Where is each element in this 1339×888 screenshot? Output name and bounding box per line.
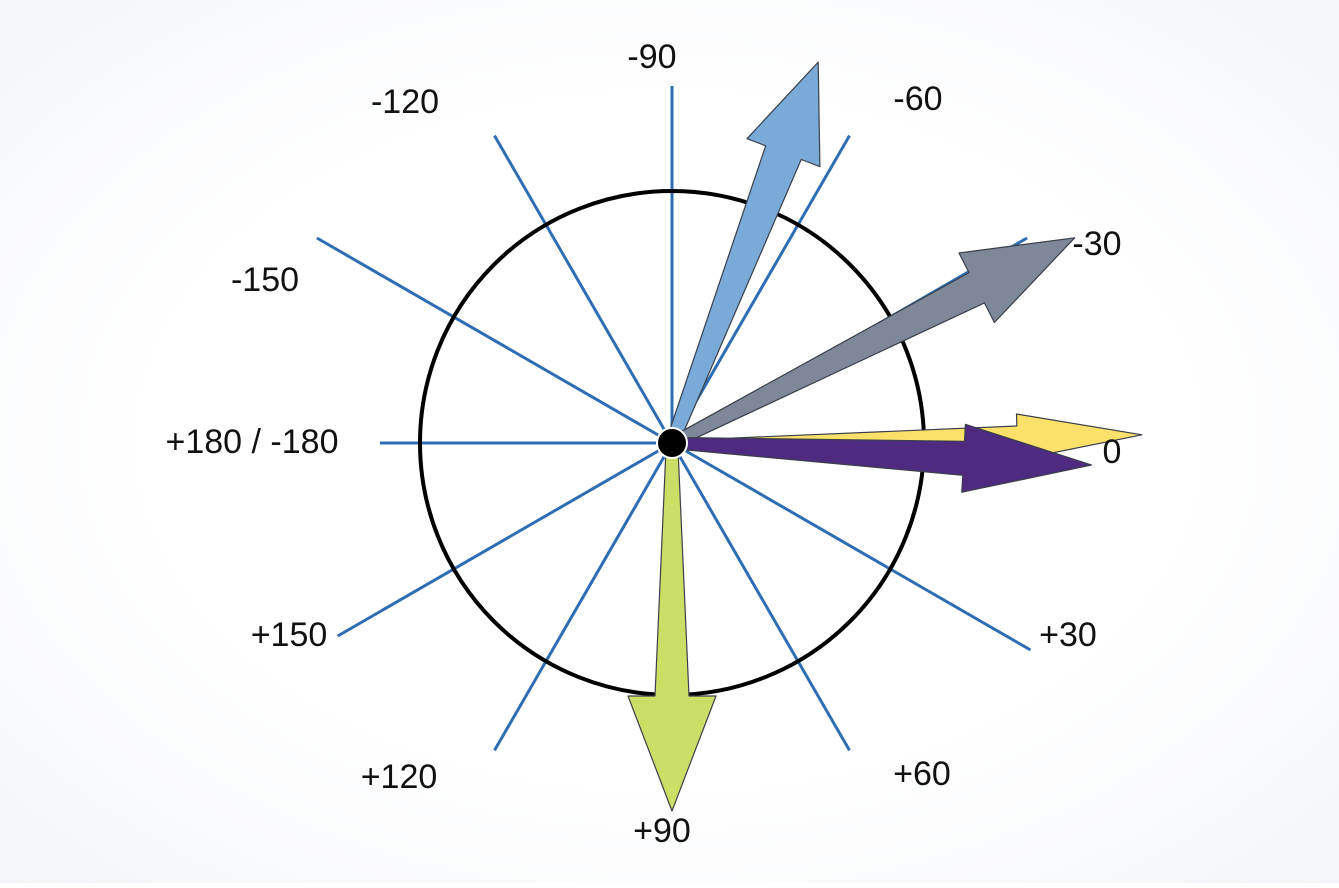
spoke-line <box>336 441 673 638</box>
green-arrow <box>627 448 717 812</box>
spoke-line <box>493 442 674 752</box>
angle-label: +60 <box>893 755 951 793</box>
angle-label: +30 <box>1039 616 1097 654</box>
angle-label: -150 <box>231 261 299 299</box>
center-dot <box>656 427 688 459</box>
angle-label: 0 <box>1103 433 1122 471</box>
angle-label: +150 <box>251 616 328 654</box>
blue-arrow <box>668 61 821 439</box>
arrows-layer <box>627 61 1143 812</box>
center-dot-layer <box>656 427 688 459</box>
spoke-line <box>671 441 1032 652</box>
angle-label: -60 <box>893 80 942 118</box>
spoke-line <box>316 236 673 445</box>
angle-label: -120 <box>371 83 439 121</box>
angle-label: +120 <box>361 758 438 796</box>
angle-label: +180 / -180 <box>166 423 339 461</box>
angle-label: -90 <box>627 38 676 76</box>
angle-label: -30 <box>1072 225 1121 263</box>
purple-arrow <box>681 423 1093 493</box>
gray-arrow <box>679 237 1076 444</box>
angle-label: +90 <box>633 812 691 850</box>
spoke-line <box>670 442 851 752</box>
labels-layer: -90 -60 -30 0 +30 +60 +90 +120 +150 +180 / -180 -1… <box>166 38 1122 850</box>
spoke-line <box>493 134 674 444</box>
